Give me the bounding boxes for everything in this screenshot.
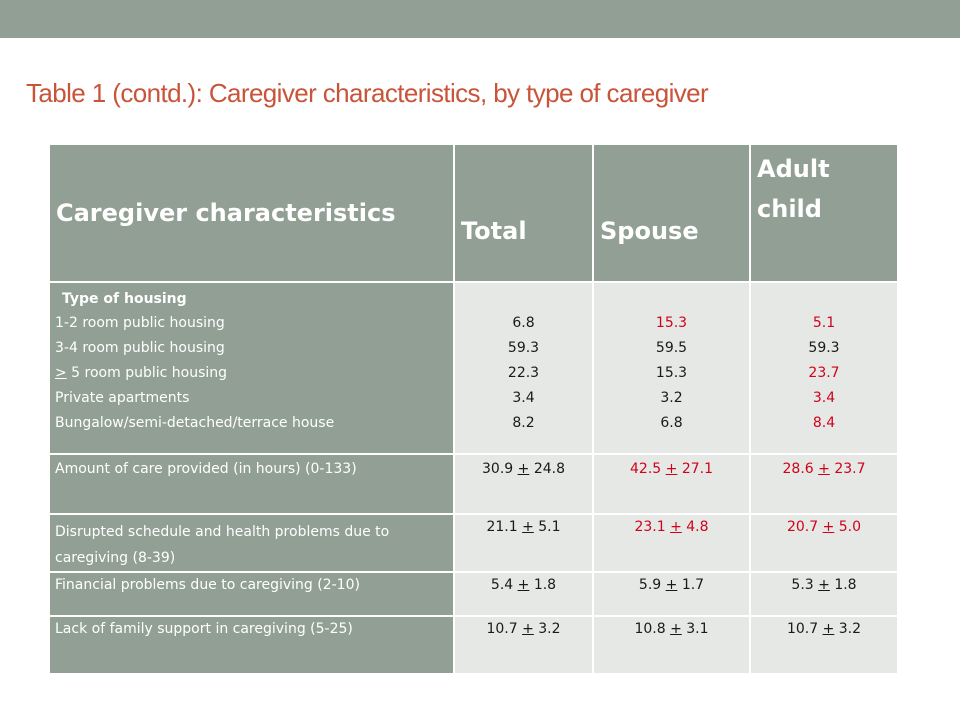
row-total-value: 30.9 + 24.8: [453, 453, 594, 515]
sd-value: 1.8: [533, 577, 557, 593]
header-caregiver-characteristics: Caregiver characteristics: [48, 143, 455, 283]
housing-label: 3-4 room public housing: [55, 340, 225, 356]
plus-minus-symbol: +: [665, 577, 678, 593]
housing-spouse-value: 15.3: [655, 365, 688, 381]
housing-adult-child-value: 8.4: [812, 415, 836, 431]
plus-minus-symbol: +: [670, 519, 682, 535]
row-total-value: 21.1 + 5.1: [453, 513, 594, 573]
housing-label: 1-2 room public housing: [55, 315, 225, 331]
housing-total-value: 6.8: [512, 315, 535, 331]
housing-adult-child-values: 5.1 59.3 23.7 3.4 8.4: [749, 281, 899, 455]
row-total-value: 5.4 + 1.8: [453, 571, 594, 617]
housing-label: > 5 room public housing: [55, 361, 453, 386]
housing-adult-child-value: 23.7: [808, 365, 840, 381]
mean-value: 23.1: [634, 519, 666, 535]
table-row: Financial problems due to caregiving (2-…: [48, 571, 899, 617]
plus-minus-symbol: +: [818, 461, 830, 477]
plus-minus-symbol: +: [522, 621, 534, 637]
housing-label: Bungalow/semi-detached/terrace house: [55, 415, 335, 431]
table-header-row: Caregiver characteristics Total Spouse A…: [48, 143, 899, 283]
sd-value: 1.8: [834, 577, 857, 593]
mean-value: 5.9: [638, 577, 662, 593]
plus-minus-symbol: +: [522, 519, 534, 535]
mean-value: 21.1: [486, 519, 518, 535]
mean-value: 10.7: [786, 621, 819, 637]
mean-value: 20.7: [786, 519, 819, 535]
housing-total-value: 8.2: [512, 415, 535, 431]
housing-adult-child-value: 5.1: [812, 315, 836, 331]
mean-value: 10.8: [634, 621, 666, 637]
row-adult-child-value: 28.6 + 23.7: [749, 453, 899, 515]
row-label-text: Disrupted schedule and health problems d…: [55, 524, 390, 566]
row-label: Lack of family support in caregiving (5-…: [48, 615, 455, 675]
table-row: Disrupted schedule and health problems d…: [48, 513, 899, 573]
greater-equal-symbol: >: [55, 365, 67, 381]
slide-title: Table 1 (contd.): Caregiver characterist…: [26, 78, 709, 108]
header-adult-child: Adult child: [749, 143, 899, 283]
housing-adult-child-value: 59.3: [808, 340, 840, 356]
housing-total-value: 3.4: [512, 390, 535, 406]
sd-value: 5.0: [838, 519, 862, 535]
housing-labels: Type of housing 1-2 room public housing …: [48, 281, 455, 455]
sd-value: 3.2: [838, 621, 862, 637]
table-row: Lack of family support in caregiving (5-…: [48, 615, 899, 675]
row-spouse-value: 10.8 + 3.1: [592, 615, 751, 675]
row-spouse-value: 42.5 + 27.1: [592, 453, 751, 515]
plus-minus-symbol: +: [818, 577, 830, 593]
top-accent-bar: [0, 0, 960, 38]
plus-minus-symbol: +: [517, 577, 530, 593]
housing-total-value: 59.3: [507, 340, 540, 356]
plus-minus-symbol: +: [822, 621, 835, 637]
row-spouse-value: 5.9 + 1.7: [592, 571, 751, 617]
row-label: Disrupted schedule and health problems d…: [48, 513, 455, 573]
housing-spouse-value: 15.3: [655, 315, 688, 331]
plus-minus-symbol: +: [665, 461, 678, 477]
mean-value: 30.9: [482, 461, 514, 477]
caregiver-table: Caregiver characteristics Total Spouse A…: [48, 143, 899, 675]
sd-value: 4.8: [686, 519, 709, 535]
header-spouse: Spouse: [592, 143, 751, 283]
sd-value: 3.1: [686, 621, 709, 637]
housing-label: Private apartments: [55, 390, 190, 406]
row-label: Amount of care provided (in hours) (0-13…: [48, 453, 455, 515]
table-row-housing: Type of housing 1-2 room public housing …: [48, 281, 899, 455]
sd-value: 24.8: [533, 461, 565, 477]
sd-value: 27.1: [681, 461, 713, 477]
row-adult-child-value: 20.7 + 5.0: [749, 513, 899, 573]
table-row: Amount of care provided (in hours) (0-13…: [48, 453, 899, 515]
sd-value: 5.1: [538, 519, 561, 535]
sd-value: 1.7: [681, 577, 705, 593]
row-adult-child-value: 5.3 + 1.8: [749, 571, 899, 617]
mean-value: 28.6: [782, 461, 814, 477]
plus-minus-symbol: +: [670, 621, 682, 637]
plus-minus-symbol: +: [822, 519, 835, 535]
header-total: Total: [453, 143, 594, 283]
housing-spouse-value: 6.8: [660, 415, 683, 431]
sd-value: 23.7: [834, 461, 866, 477]
housing-heading: Type of housing: [62, 291, 187, 307]
housing-spouse-value: 59.5: [655, 340, 688, 356]
mean-value: 42.5: [630, 461, 662, 477]
row-spouse-value: 23.1 + 4.8: [592, 513, 751, 573]
housing-spouse-values: 15.3 59.5 15.3 3.2 6.8: [592, 281, 751, 455]
row-total-value: 10.7 + 3.2: [453, 615, 594, 675]
housing-total-value: 22.3: [507, 365, 540, 381]
mean-value: 10.7: [486, 621, 518, 637]
housing-adult-child-value: 3.4: [812, 390, 836, 406]
housing-label-text: 5 room public housing: [66, 365, 228, 381]
housing-total-values: 6.8 59.3 22.3 3.4 8.2: [453, 281, 594, 455]
row-adult-child-value: 10.7 + 3.2: [749, 615, 899, 675]
housing-spouse-value: 3.2: [660, 390, 683, 406]
mean-value: 5.4: [490, 577, 514, 593]
sd-value: 3.2: [538, 621, 561, 637]
row-label: Financial problems due to caregiving (2-…: [48, 571, 455, 617]
plus-minus-symbol: +: [517, 461, 530, 477]
mean-value: 5.3: [791, 577, 814, 593]
